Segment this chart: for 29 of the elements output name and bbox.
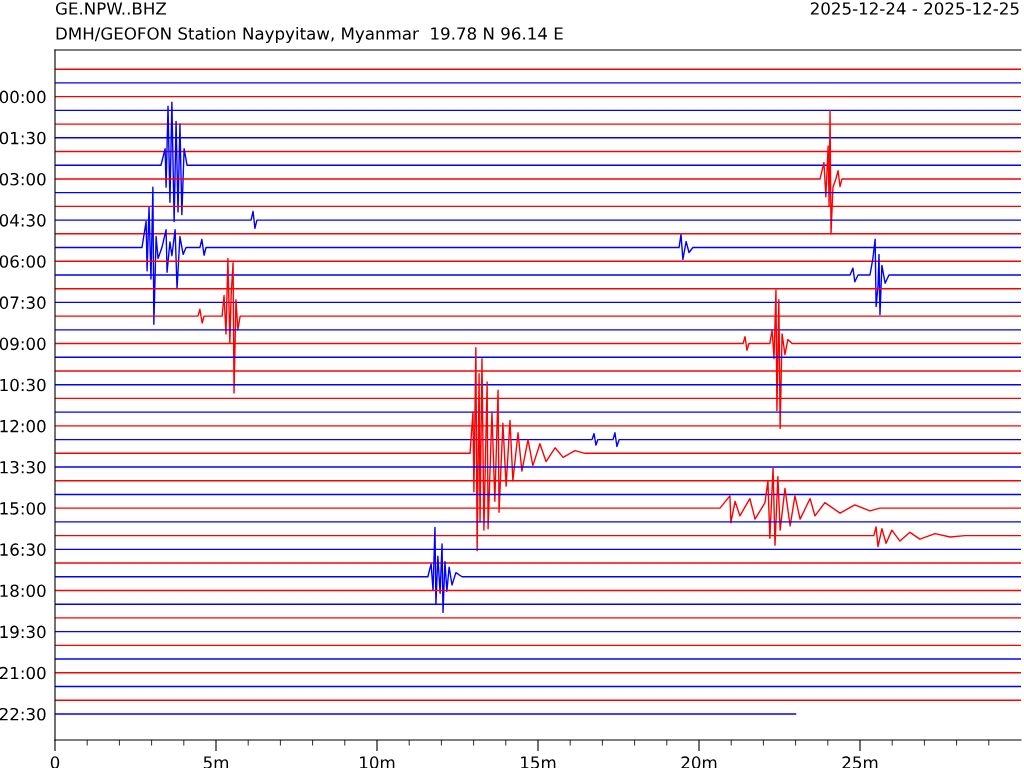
line-series xyxy=(55,186,1021,326)
y-tick-label: 13:30 xyxy=(0,460,46,474)
y-tick-label: 16:30 xyxy=(0,543,46,556)
y-tick-label: 01:30 xyxy=(0,131,46,145)
chart-subtitle: DMH/GEOFON Station Naypyitaw, Myanmar 19.78 N 96.14 E xyxy=(56,26,563,44)
y-tick-label: 21:00 xyxy=(0,666,46,680)
y-tick-label: 04:30 xyxy=(0,214,46,227)
y-tick-label: 22:30 xyxy=(0,707,46,721)
y-tick-label: 03:00 xyxy=(0,172,46,186)
x-tick-label: 15m xyxy=(521,756,556,768)
chart-title: GE.NPW..BHZ xyxy=(55,2,167,15)
line-series xyxy=(55,526,1021,614)
y-tick-label: 18:00 xyxy=(0,584,46,598)
y-tick-label: 19:30 xyxy=(0,625,46,639)
x-tick-label: 10m xyxy=(360,756,395,768)
y-tick-label: 00:00 xyxy=(0,90,46,104)
line-series xyxy=(55,346,1021,552)
x-tick-label: 5m xyxy=(203,756,228,768)
line-series xyxy=(55,432,1021,448)
y-tick-label: 06:00 xyxy=(0,255,46,268)
y-tick-label: 07:30 xyxy=(0,296,46,309)
y-tick-label: 15:00 xyxy=(0,502,46,515)
y-tick-label: 09:00 xyxy=(0,337,46,351)
y-tick-label: 12:00 xyxy=(0,419,46,433)
x-tick-label: 0 xyxy=(50,756,60,768)
x-tick-label: 25m xyxy=(842,756,878,768)
x-tick-label: 20m xyxy=(681,756,717,768)
text: 2025-12-24 - 2025-12-25 xyxy=(810,2,1019,15)
y-tick-label: 10:30 xyxy=(0,378,46,392)
